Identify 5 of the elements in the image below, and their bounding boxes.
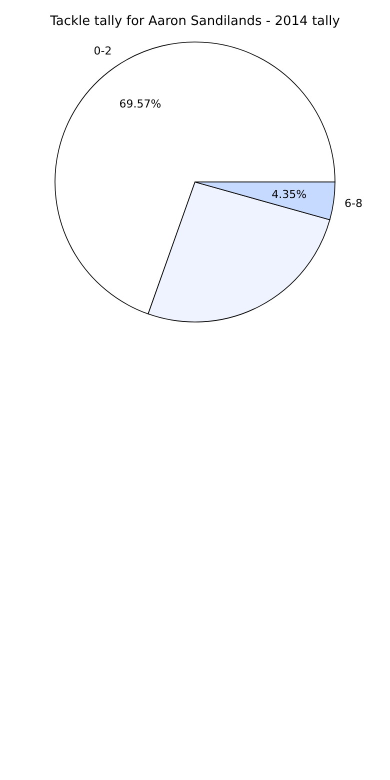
slice-label: 6-8 (344, 196, 362, 210)
slice-label: 0-2 (94, 44, 112, 58)
chart-title: Tackle tally for Aaron Sandilands - 2014 tally (49, 14, 340, 29)
data-label: 69.57% (119, 97, 162, 110)
data-label: 4.35% (272, 188, 307, 201)
